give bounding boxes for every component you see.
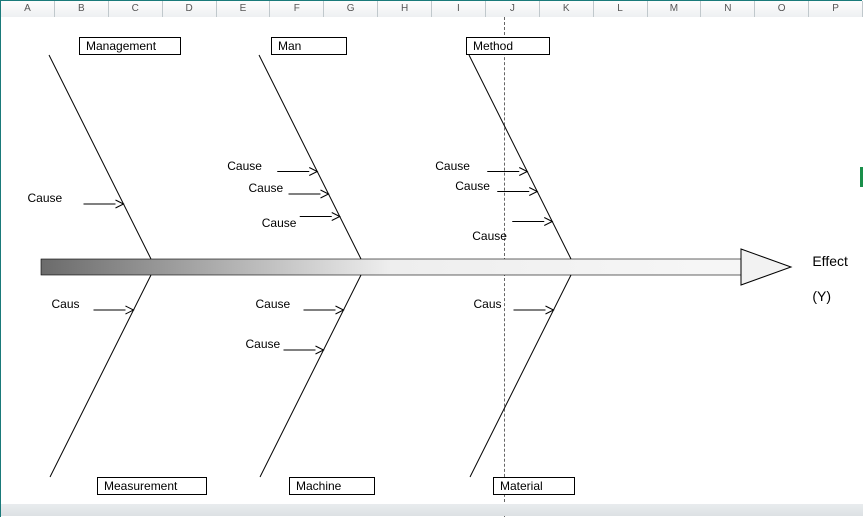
cause-label-material-0[interactable]: Caus [474, 297, 502, 311]
bone-management [49, 55, 151, 259]
spine-shaft [41, 259, 741, 275]
category-box-management[interactable]: Management [79, 37, 181, 55]
diagram-canvas: Management Cause Man Cause Cause Cause Method C… [1, 17, 863, 517]
column-header-i[interactable]: I [432, 1, 486, 17]
category-box-measurement[interactable]: Measurement [97, 477, 207, 495]
spine-arrowhead [741, 249, 791, 285]
effect-line2: (Y) [812, 288, 831, 304]
column-header-e[interactable]: E [217, 1, 271, 17]
cause-label-method-0[interactable]: Cause [435, 159, 470, 173]
category-box-material[interactable]: Material [493, 477, 575, 495]
column-header-d[interactable]: D [163, 1, 217, 17]
cause-label-man-2[interactable]: Cause [262, 216, 297, 230]
cause-label-measurement-0[interactable]: Caus [52, 297, 80, 311]
cause-label-man-0[interactable]: Cause [227, 159, 262, 173]
category-box-method[interactable]: Method [466, 37, 550, 55]
window-frame: ABCDEFGHIJKLMNOP Management Cause Man Cause… [0, 0, 862, 517]
scroll-accent [860, 167, 863, 187]
cause-label-machine-0[interactable]: Cause [256, 297, 291, 311]
column-header-k[interactable]: K [540, 1, 594, 17]
cause-label-method-2[interactable]: Cause [472, 229, 507, 243]
column-header-c[interactable]: C [109, 1, 163, 17]
column-header-g[interactable]: G [324, 1, 378, 17]
column-header-b[interactable]: B [55, 1, 109, 17]
column-header-a[interactable]: A [1, 1, 55, 17]
cause-label-method-1[interactable]: Cause [455, 179, 490, 193]
fishbone-svg [1, 17, 863, 517]
spreadsheet-column-headers: ABCDEFGHIJKLMNOP [1, 1, 863, 17]
column-header-l[interactable]: L [594, 1, 648, 17]
column-header-j[interactable]: J [486, 1, 540, 17]
category-box-man[interactable]: Man [271, 37, 347, 55]
column-header-h[interactable]: H [378, 1, 432, 17]
column-header-o[interactable]: O [755, 1, 809, 17]
effect-label: Effect (Y) [789, 235, 848, 323]
sheet-tab-area[interactable] [1, 504, 863, 516]
category-box-machine[interactable]: Machine [289, 477, 375, 495]
cause-label-machine-1[interactable]: Cause [246, 337, 281, 351]
cause-label-man-1[interactable]: Cause [249, 181, 284, 195]
column-header-f[interactable]: F [270, 1, 324, 17]
column-header-n[interactable]: N [701, 1, 755, 17]
column-header-p[interactable]: P [809, 1, 863, 17]
cause-label-management-0[interactable]: Cause [28, 191, 63, 205]
column-header-m[interactable]: M [648, 1, 702, 17]
effect-line1: Effect [812, 253, 848, 269]
